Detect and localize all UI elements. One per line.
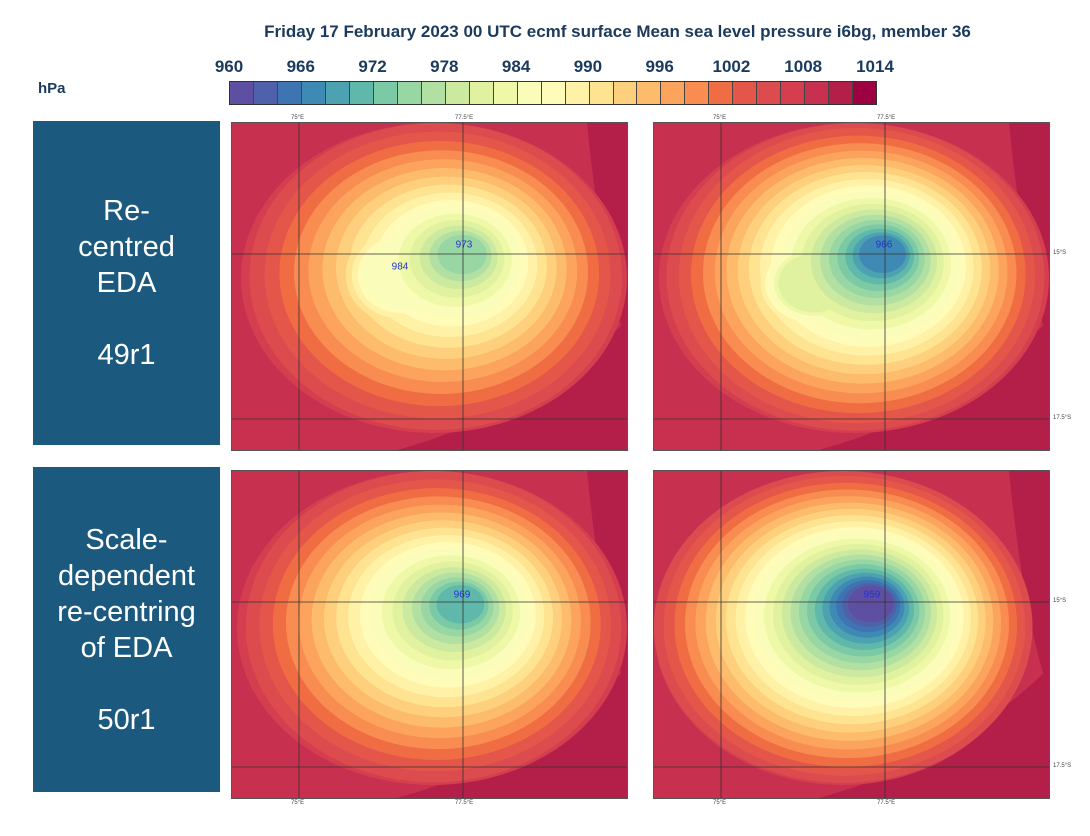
- colorbar-tick-label: 972: [358, 57, 387, 76]
- colorbar-bin: [781, 82, 806, 104]
- pressure-minimum-label: 973: [455, 239, 473, 251]
- row-label-line: 49r1: [97, 339, 156, 371]
- map-panel-49r1-left: 75°E77.5°E15°S17.5°S973984: [231, 115, 628, 451]
- colorbar-bin: [637, 82, 662, 104]
- pressure-contour: [819, 668, 1049, 798]
- pressure-contour: [819, 320, 1049, 450]
- latitude-label: 15°S: [1053, 250, 1067, 256]
- colorbar-tick-label: 990: [573, 57, 603, 76]
- longitude-label: 75°E: [713, 115, 727, 121]
- pressure-contour: [397, 668, 627, 798]
- longitude-label: 77.5°E: [877, 115, 896, 121]
- pressure-contour: [847, 585, 894, 623]
- colorbar-bin: [757, 82, 782, 104]
- colorbar-tick-label: 978: [430, 57, 459, 76]
- colorbar-tick-label: 1002: [712, 57, 751, 76]
- colorbar-bin: [230, 82, 254, 104]
- longitude-label: 77.5°E: [455, 115, 474, 121]
- row-label-line: [33, 666, 220, 702]
- pressure-contour: [437, 234, 487, 275]
- map-panel-50r1-right: 75°E 77.5°E 15°S 17.5°S 959: [653, 470, 1071, 806]
- colorbar-bin: [685, 82, 710, 104]
- colorbar-bin: [661, 82, 686, 104]
- row-label-50r1: Scale-dependent re-centring of EDA 50r1: [33, 467, 220, 792]
- row-label-line: re-centring: [57, 595, 196, 628]
- colorbar-bin: [613, 82, 638, 104]
- pressure-minimum-label: 959: [863, 589, 881, 601]
- map-panel-49r1-right: 75°E 77.5°E 15°S 17.5°S 966: [653, 115, 1071, 451]
- figure-title: Friday 17 February 2023 00 UTC ecmf surf…: [264, 22, 971, 41]
- row-label-line: [33, 301, 220, 337]
- row-label-line: of EDA: [80, 631, 173, 664]
- row-label-line: Scale-: [85, 523, 168, 556]
- colorbar-bin: [709, 82, 734, 104]
- colorbar-bin: [589, 82, 614, 104]
- longitude-label: 77.5°E: [455, 800, 474, 806]
- longitude-label: 75°E: [713, 800, 727, 806]
- longitude-label: 75°E: [291, 115, 305, 121]
- colorbar-bin: [853, 82, 877, 104]
- colorbar-tick-label: 1008: [784, 57, 823, 76]
- row-label-line: centred: [78, 231, 175, 263]
- latitude-label: 15°S: [1053, 598, 1067, 604]
- colorbar-bin: [325, 82, 350, 104]
- row-label-line: Re-: [103, 195, 150, 227]
- pressure-minimum-label: 969: [453, 589, 471, 601]
- colorbar-ticks: 960 966 972 978 984 990 996 1002 1008 1014: [0, 57, 1090, 79]
- colorbar-bin: [277, 82, 302, 104]
- colorbar-bin: [253, 82, 278, 104]
- colorbar-bin: [301, 82, 326, 104]
- colorbar-tick-label: 996: [645, 57, 674, 76]
- colorbar-bin: [805, 82, 830, 104]
- row-label-49r1: Re-centred EDA 49r1: [33, 121, 220, 445]
- pressure-minimum-label: 966: [875, 239, 893, 251]
- pressure-contour: [397, 320, 627, 450]
- colorbar-tick-label: 966: [286, 57, 315, 76]
- row-label-line: 50r1: [97, 703, 156, 736]
- colorbar-bin: [421, 82, 446, 104]
- colorbar-bin: [733, 82, 758, 104]
- pressure-contour: [1009, 471, 1049, 691]
- colorbar-bin: [517, 82, 542, 104]
- colorbar-bin: [349, 82, 374, 104]
- map-panel-50r1-left: 75°E77.5°E15°S17.5°S969: [231, 470, 628, 806]
- latitude-label: 17.5°S: [1053, 415, 1072, 421]
- colorbar-bin: [541, 82, 566, 104]
- pressure-minimum-label: 984: [391, 261, 409, 273]
- colorbar-bin: [397, 82, 422, 104]
- colorbar: [229, 81, 877, 105]
- latitude-label: 17.5°S: [1053, 763, 1072, 769]
- row-label-line: dependent: [57, 559, 196, 592]
- row-label-line: EDA: [96, 267, 157, 299]
- pressure-contour: [436, 585, 485, 624]
- colorbar-unit: hPa: [38, 80, 66, 97]
- colorbar-tick-label: 1014: [856, 57, 894, 76]
- colorbar-bin: [469, 82, 494, 104]
- colorbar-bin: [445, 82, 470, 104]
- longitude-label: 75°E: [291, 800, 305, 806]
- colorbar-bin: [493, 82, 518, 104]
- colorbar-tick-label: 960: [214, 57, 244, 76]
- colorbar-bin: [829, 82, 854, 104]
- colorbar-bin: [373, 82, 398, 104]
- colorbar-bin: [565, 82, 590, 104]
- longitude-label: 77.5°E: [877, 800, 896, 806]
- colorbar-tick-label: 984: [501, 57, 531, 76]
